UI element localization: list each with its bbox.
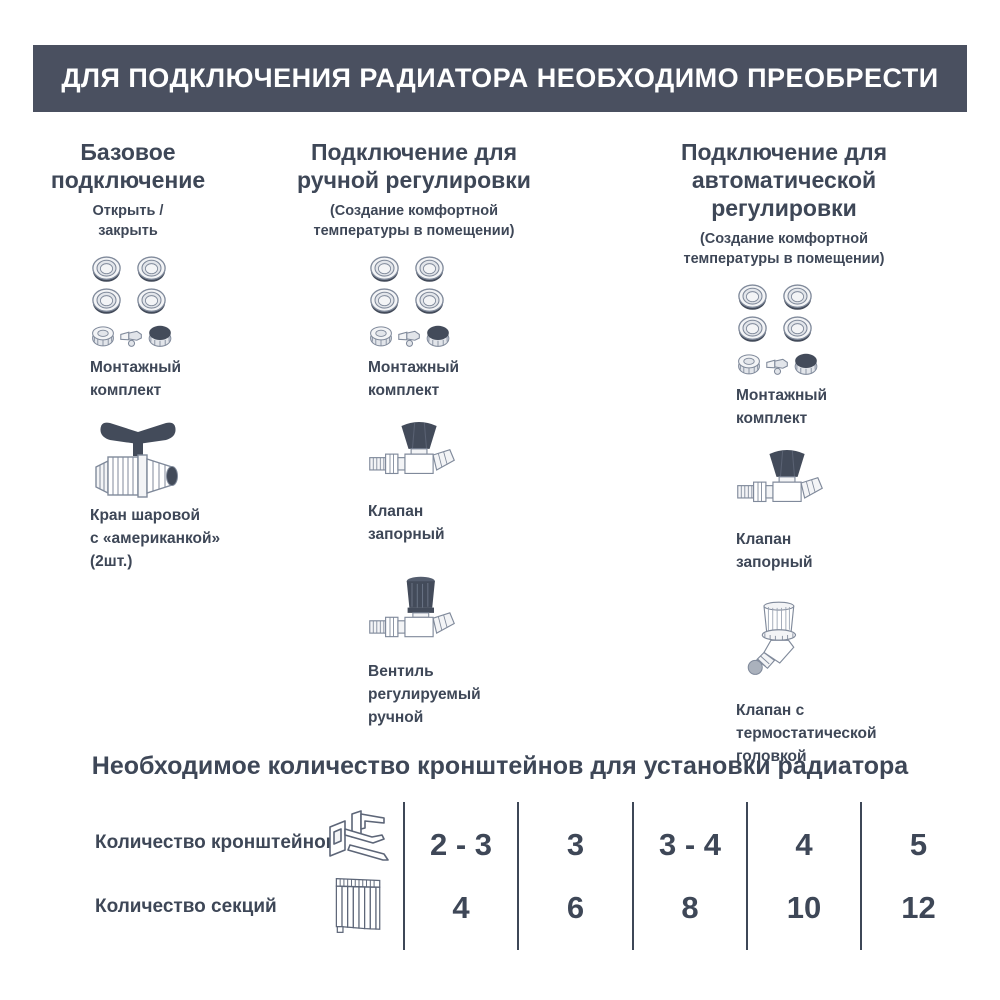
table-cell: 6 bbox=[566, 890, 585, 925]
table-cell: 10 bbox=[786, 890, 822, 925]
item-label: Кран шаровой с «американкой» (2шт.) bbox=[90, 507, 221, 570]
air-vent-icon bbox=[397, 328, 422, 348]
stop-valve-icon bbox=[368, 416, 538, 494]
item-label: Вентиль регулируемый ручной bbox=[368, 663, 481, 726]
item-label: Клапан с термостатической головкой bbox=[736, 702, 877, 765]
bracket-icon bbox=[322, 806, 394, 868]
radiator-insert-icon bbox=[781, 282, 814, 312]
column-subtitle: (Создание комфортной температуры в помещ… bbox=[313, 203, 515, 239]
cap-icon bbox=[147, 323, 173, 348]
brackets-section-title: Необходимое количество кронштейнов для у… bbox=[91, 752, 909, 780]
item-label: Клапан запорный bbox=[368, 503, 445, 543]
table-cell: 8 bbox=[681, 890, 699, 925]
stop-valve-icon bbox=[736, 444, 943, 522]
cap-icon bbox=[793, 351, 819, 376]
table-divider bbox=[860, 802, 862, 950]
row-label-brackets: Количество кронштейнов bbox=[95, 832, 338, 853]
radiator-insert-icon bbox=[135, 254, 168, 284]
column-title: Базовое подключение bbox=[50, 139, 206, 193]
column-title: Подключение для автоматической регулиров… bbox=[680, 139, 888, 221]
row-label-sections: Количество секций bbox=[95, 896, 277, 917]
table-cell: 3 - 4 bbox=[658, 827, 722, 862]
table-cell: 3 bbox=[566, 827, 585, 862]
column-subtitle: (Создание комфортной температуры в помещ… bbox=[683, 231, 885, 267]
table-divider bbox=[746, 802, 748, 950]
table-cell: 12 bbox=[901, 890, 936, 925]
item-label: Клапан запорный bbox=[736, 531, 813, 571]
air-vent-icon bbox=[765, 356, 790, 376]
mounting-kit-illustration bbox=[368, 254, 458, 348]
radiator-insert-icon bbox=[736, 282, 769, 312]
manual-valve-icon bbox=[368, 570, 538, 654]
banner-title: ДЛЯ ПОДКЛЮЧЕНИЯ РАДИАТОРА НЕОБХОДИМО ПРЕ… bbox=[33, 45, 967, 112]
table-cell: 4 bbox=[795, 827, 813, 862]
radiator-insert-icon bbox=[781, 314, 814, 344]
cap-icon bbox=[425, 323, 451, 348]
mounting-kit-label: Монтажный комплект bbox=[368, 359, 460, 399]
mounting-kit-illustration bbox=[90, 254, 180, 348]
radiator-insert-icon bbox=[135, 286, 168, 316]
radiator-insert-icon bbox=[90, 286, 123, 316]
plug-icon bbox=[90, 323, 116, 348]
plug-icon bbox=[736, 351, 762, 376]
radiator-insert-icon bbox=[736, 314, 769, 344]
mounting-kit-label: Монтажный комплект bbox=[736, 387, 828, 427]
table-cell: 5 bbox=[909, 827, 928, 862]
ball-valve-icon bbox=[90, 416, 228, 498]
table-divider bbox=[517, 802, 519, 950]
column-title: Подключение для ручной регулировки bbox=[297, 139, 531, 193]
mounting-kit-illustration bbox=[736, 282, 826, 376]
table-divider bbox=[403, 802, 405, 950]
table-cell: 4 bbox=[452, 890, 470, 925]
radiator-insert-icon bbox=[413, 286, 446, 316]
thermostatic-valve-icon bbox=[736, 598, 943, 693]
column-basic-connection: Базовое подключение Открыть / закрыть Мо… bbox=[28, 138, 228, 573]
radiator-insert-icon bbox=[368, 254, 401, 284]
radiator-icon bbox=[330, 872, 388, 938]
mounting-kit-label: Монтажный комплект bbox=[90, 359, 182, 399]
table-divider bbox=[632, 802, 634, 950]
table-cell: 2 - 3 bbox=[429, 827, 493, 862]
radiator-insert-icon bbox=[90, 254, 123, 284]
air-vent-icon bbox=[119, 328, 144, 348]
column-manual-regulation: Подключение для ручной регулировки (Созд… bbox=[290, 138, 538, 729]
plug-icon bbox=[368, 323, 394, 348]
radiator-insert-icon bbox=[413, 254, 446, 284]
column-automatic-regulation: Подключение для автоматической регулиров… bbox=[625, 138, 943, 768]
radiator-insert-icon bbox=[368, 286, 401, 316]
column-subtitle: Открыть / закрыть bbox=[92, 203, 164, 239]
